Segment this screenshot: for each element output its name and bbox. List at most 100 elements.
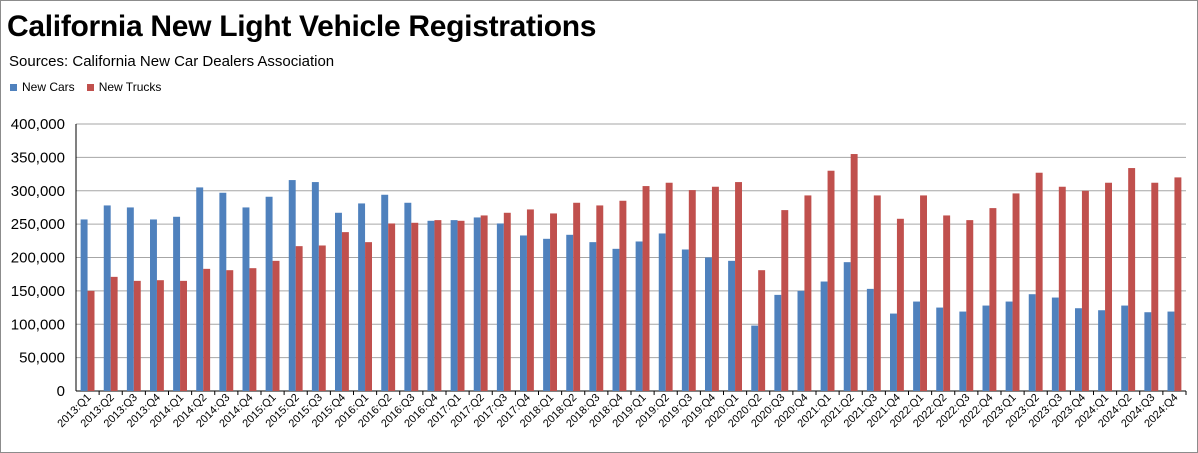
- bar-new-trucks: [434, 220, 442, 391]
- legend-swatch-new-trucks: [86, 83, 94, 91]
- bar-new-trucks: [1058, 186, 1066, 391]
- bar-new-trucks: [735, 182, 742, 391]
- bar-new-trucks: [110, 276, 118, 391]
- bar-new-cars: [1121, 305, 1129, 391]
- bar-new-cars: [1098, 310, 1106, 391]
- bar-new-cars: [982, 305, 990, 391]
- bar-new-cars: [959, 311, 967, 391]
- bar-new-cars: [797, 290, 805, 391]
- bar-new-trucks: [365, 242, 372, 391]
- bar-new-trucks: [827, 170, 835, 391]
- bar-new-cars: [843, 262, 851, 391]
- bar-new-cars: [612, 248, 620, 391]
- bar-new-trucks: [1174, 177, 1182, 391]
- legend-item-new-cars: New Cars: [10, 80, 75, 94]
- bar-new-cars: [473, 217, 481, 391]
- bar-new-trucks: [318, 245, 326, 391]
- bar-new-cars: [150, 219, 157, 391]
- bar-new-trucks: [920, 195, 927, 391]
- bar-new-trucks: [758, 270, 766, 391]
- bar-new-trucks: [804, 195, 812, 391]
- bar-new-cars: [820, 281, 828, 391]
- legend-label-new-cars: New Cars: [22, 80, 75, 94]
- y-tick-label: 250,000: [11, 216, 65, 233]
- y-tick-label: 350,000: [11, 149, 65, 166]
- bar-new-trucks: [642, 186, 650, 391]
- bar-new-cars: [658, 233, 666, 391]
- y-tick-label: 200,000: [11, 250, 65, 267]
- bar-new-cars: [936, 307, 944, 391]
- legend: New Cars New Trucks: [10, 80, 173, 94]
- bar-new-cars: [496, 223, 504, 391]
- bar-new-cars: [242, 207, 250, 391]
- bar-new-cars: [635, 241, 643, 391]
- chart-source: Sources: California New Car Dealers Asso…: [9, 53, 335, 70]
- bar-new-trucks: [87, 290, 95, 391]
- bar-new-cars: [543, 238, 551, 391]
- bar-new-cars: [890, 313, 897, 391]
- bar-new-cars: [335, 212, 342, 391]
- bar-new-trucks: [180, 280, 187, 391]
- bar-new-cars: [311, 182, 319, 391]
- bar-new-trucks: [133, 280, 141, 391]
- bar-new-cars: [589, 242, 597, 391]
- legend-label-new-trucks: New Trucks: [98, 80, 162, 94]
- bar-new-cars: [566, 234, 574, 391]
- bar-new-cars: [728, 260, 736, 391]
- legend-swatch-new-cars: [10, 83, 17, 91]
- bar-new-cars: [1051, 297, 1059, 391]
- bar-new-cars: [1005, 301, 1013, 391]
- bar-new-trucks: [341, 232, 349, 391]
- bar-new-cars: [751, 325, 759, 391]
- bar-new-cars: [404, 202, 412, 391]
- y-tick-label: 100,000: [11, 316, 65, 333]
- bar-new-trucks: [596, 205, 604, 391]
- bar-new-cars: [520, 235, 527, 391]
- bar-new-cars: [866, 288, 874, 391]
- bar-new-trucks: [873, 195, 881, 391]
- bar-new-cars: [381, 194, 389, 391]
- bar-new-cars: [774, 294, 782, 391]
- bar-new-trucks: [1128, 168, 1136, 391]
- bar-new-trucks: [272, 260, 280, 391]
- bar-new-trucks: [989, 208, 997, 391]
- legend-item-new-trucks: New Trucks: [86, 80, 162, 94]
- bar-new-trucks: [526, 209, 534, 391]
- bar-new-cars: [705, 257, 712, 391]
- bar-new-cars: [196, 187, 204, 391]
- y-tick-label: 50,000: [19, 350, 65, 367]
- bar-new-trucks: [896, 218, 904, 391]
- bar-new-trucks: [226, 270, 234, 391]
- bar-new-trucks: [1151, 182, 1159, 391]
- y-tick-label: 150,000: [11, 283, 65, 300]
- bar-new-trucks: [1012, 193, 1020, 391]
- bar-new-cars: [427, 220, 435, 391]
- bar-new-cars: [103, 205, 111, 391]
- bar-new-trucks: [688, 190, 696, 391]
- bar-new-cars: [288, 180, 296, 391]
- bar-new-trucks: [388, 223, 396, 391]
- bar-new-cars: [173, 216, 181, 391]
- bar-new-trucks: [249, 268, 257, 391]
- bar-new-cars: [80, 219, 88, 391]
- bar-new-trucks: [711, 186, 719, 391]
- bar-new-trucks: [156, 280, 164, 391]
- bar-new-trucks: [1035, 172, 1043, 391]
- bar-new-cars: [913, 301, 921, 391]
- bar-new-cars: [1144, 312, 1152, 391]
- bar-new-cars: [681, 249, 689, 391]
- y-tick-label: 0: [57, 383, 65, 400]
- bar-new-trucks: [665, 182, 673, 391]
- bar-new-cars: [1167, 311, 1175, 391]
- bar-new-trucks: [781, 210, 789, 391]
- bar-new-trucks: [550, 213, 557, 391]
- bar-new-trucks: [203, 268, 211, 391]
- y-tick-label: 300,000: [11, 183, 65, 200]
- bar-new-trucks: [619, 200, 627, 391]
- bar-new-cars: [126, 207, 134, 391]
- bar-new-trucks: [457, 220, 465, 391]
- bar-new-trucks: [1105, 182, 1112, 391]
- bar-new-cars: [1075, 308, 1082, 391]
- bar-new-trucks: [850, 154, 858, 391]
